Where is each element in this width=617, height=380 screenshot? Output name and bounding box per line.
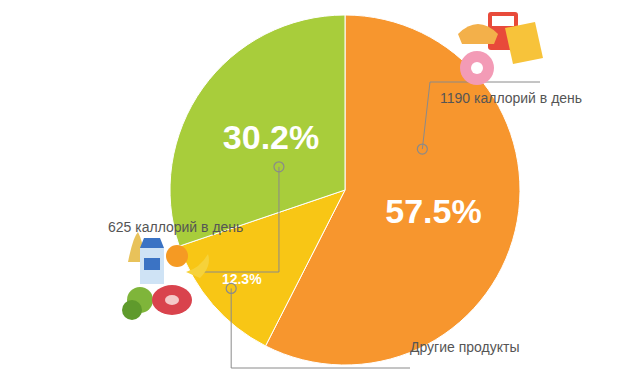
- category-label: 1190 каллорий в день: [440, 90, 582, 106]
- icon-part: [471, 62, 483, 74]
- category-label: Другие продукты: [410, 339, 519, 355]
- data-label: 57.5%: [385, 192, 481, 230]
- icon-part: [166, 245, 188, 267]
- icon-part: [165, 295, 179, 305]
- leader-dot: [226, 283, 236, 293]
- icon-part: [140, 238, 164, 248]
- icon-part: [460, 51, 494, 85]
- icon-part: [140, 248, 164, 284]
- leader-dot: [274, 162, 284, 172]
- icon-part: [144, 258, 160, 270]
- chart-svg: 57.5%12.3%30.2%1190 каллорий в деньДруги…: [0, 0, 617, 380]
- icon-part: [458, 24, 498, 44]
- icon-part: [505, 22, 543, 64]
- chart-root: 57.5%12.3%30.2%1190 каллорий в деньДруги…: [0, 0, 617, 380]
- pie-slice: [170, 15, 345, 246]
- leader-line: [231, 288, 410, 368]
- pie: [170, 15, 520, 365]
- junk-food-icon: [458, 12, 543, 85]
- icon-part: [122, 300, 142, 320]
- healthy-food-icon: [122, 232, 209, 320]
- icon-part: [186, 254, 209, 278]
- leader-dot: [417, 144, 427, 154]
- data-label: 30.2%: [223, 118, 319, 156]
- icon-part: [492, 16, 514, 26]
- category-label: 625 каллорий в день: [108, 219, 243, 235]
- icon-part: [152, 285, 192, 315]
